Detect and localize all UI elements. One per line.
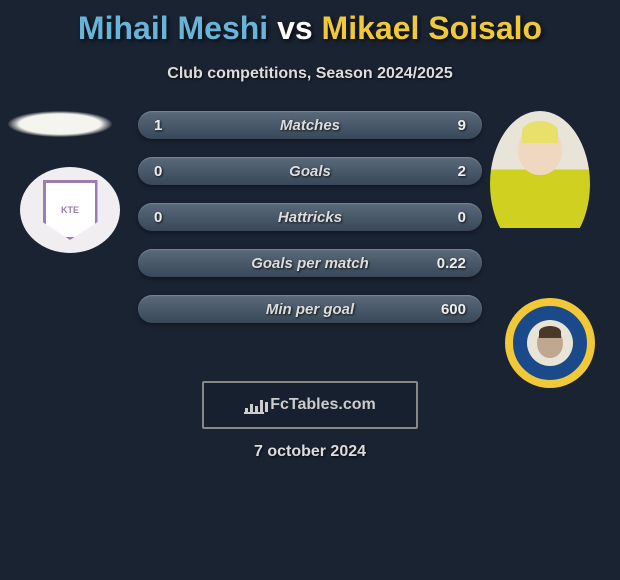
stat-label: Matches <box>280 117 340 134</box>
stat-right-value: 9 <box>426 117 466 134</box>
player1-name: Mihail Meshi <box>78 10 268 46</box>
stat-label: Min per goal <box>266 301 354 318</box>
stat-right-value: 600 <box>426 301 466 318</box>
stat-label: Goals <box>289 163 331 180</box>
comparison-content: KTE 1 Matches 9 0 Goals 2 0 Hatt <box>0 111 620 323</box>
player1-club-badge: KTE <box>20 167 120 253</box>
stat-left-value: 0 <box>154 209 194 226</box>
stat-row-goals-per-match: Goals per match 0.22 <box>138 249 482 277</box>
stat-left-value: 1 <box>154 117 194 134</box>
stat-label: Hattricks <box>278 209 342 226</box>
stat-row-hattricks: 0 Hattricks 0 <box>138 203 482 231</box>
player2-head-icon <box>518 125 562 175</box>
player2-name: Mikael Soisalo <box>322 10 543 46</box>
stat-left-value: 0 <box>154 163 194 180</box>
vs-text: vs <box>277 10 313 46</box>
puskas-ring-icon <box>505 298 595 388</box>
stat-right-value: 0 <box>426 209 466 226</box>
badge1-label: KTE <box>61 205 79 215</box>
stat-label: Goals per match <box>251 255 369 272</box>
stat-row-matches: 1 Matches 9 <box>138 111 482 139</box>
kte-shield-icon: KTE <box>43 180 98 240</box>
player2-club-badge <box>500 287 600 399</box>
subtitle: Club competitions, Season 2024/2025 <box>0 65 620 83</box>
page-title: Mihail Meshi vs Mikael Soisalo <box>0 0 620 47</box>
stat-right-value: 0.22 <box>426 255 466 272</box>
puskas-face-icon <box>537 328 563 358</box>
stats-table: 1 Matches 9 0 Goals 2 0 Hattricks 0 Goal… <box>138 111 482 323</box>
player2-photo <box>490 111 590 257</box>
player1-photo <box>8 111 112 137</box>
footer-brand-box: FcTables.com <box>202 381 418 429</box>
footer-brand-text: FcTables.com <box>270 396 376 414</box>
stat-right-value: 2 <box>426 163 466 180</box>
stat-row-goals: 0 Goals 2 <box>138 157 482 185</box>
date-text: 7 october 2024 <box>0 443 620 461</box>
stat-row-min-per-goal: Min per goal 600 <box>138 295 482 323</box>
bar-chart-icon <box>244 396 264 414</box>
